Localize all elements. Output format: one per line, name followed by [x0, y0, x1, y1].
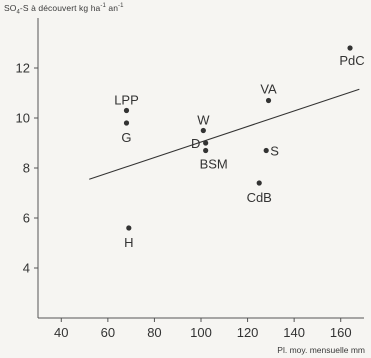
x-tick-label: 140 [283, 325, 305, 340]
point-label-w: W [197, 113, 210, 128]
data-point-d [203, 140, 209, 146]
data-point-va [265, 97, 272, 104]
point-label-pdc: PdC [339, 53, 364, 68]
data-point-lpp [123, 107, 130, 114]
y-tick-label: 8 [23, 161, 30, 176]
point-label-g: G [121, 130, 131, 145]
x-axis-label: Pl. moy. mensuelle mm [277, 345, 365, 355]
point-label-d: D [191, 136, 200, 151]
y-tick-label: 6 [23, 211, 30, 226]
x-tick-label: 60 [101, 325, 115, 340]
trend-line [89, 88, 360, 180]
y-tick-label: 10 [16, 111, 30, 126]
y-axis-label-unit-2: an [105, 3, 119, 13]
y-axis-label-subscript: 4 [16, 9, 20, 16]
point-label-h: H [124, 235, 133, 250]
point-label-bsm: BSM [200, 157, 228, 172]
data-point-s [263, 147, 269, 154]
y-axis-label-prefix: SO [4, 3, 17, 13]
point-label-lpp: LPP [114, 93, 139, 108]
data-point-bsm [203, 147, 209, 154]
x-tick-label: 100 [190, 325, 212, 340]
y-axis-label: SO4-S à découvert kg ha-1 an-1 [4, 3, 124, 16]
x-tick-label: 120 [237, 325, 259, 340]
point-label-s: S [270, 144, 279, 159]
y-tick-label: 12 [16, 61, 30, 76]
data-point-w [200, 127, 206, 134]
data-point-g [123, 120, 130, 126]
y-axis-label-unit: -S à découvert kg ha [19, 3, 101, 13]
point-label-va: VA [260, 82, 277, 97]
x-tick-label: 80 [147, 325, 161, 340]
data-point-cdb [256, 180, 262, 186]
data-point-h [126, 225, 132, 231]
x-tick-label: 40 [54, 325, 68, 340]
y-axis-label-superscript-1: -1 [100, 3, 106, 10]
y-axis-label-superscript-2: -1 [118, 3, 124, 10]
point-label-cdb: CdB [247, 190, 272, 205]
y-tick-label: 4 [23, 261, 30, 276]
x-tick-label: 160 [330, 325, 352, 340]
data-point-pdc [347, 45, 353, 51]
